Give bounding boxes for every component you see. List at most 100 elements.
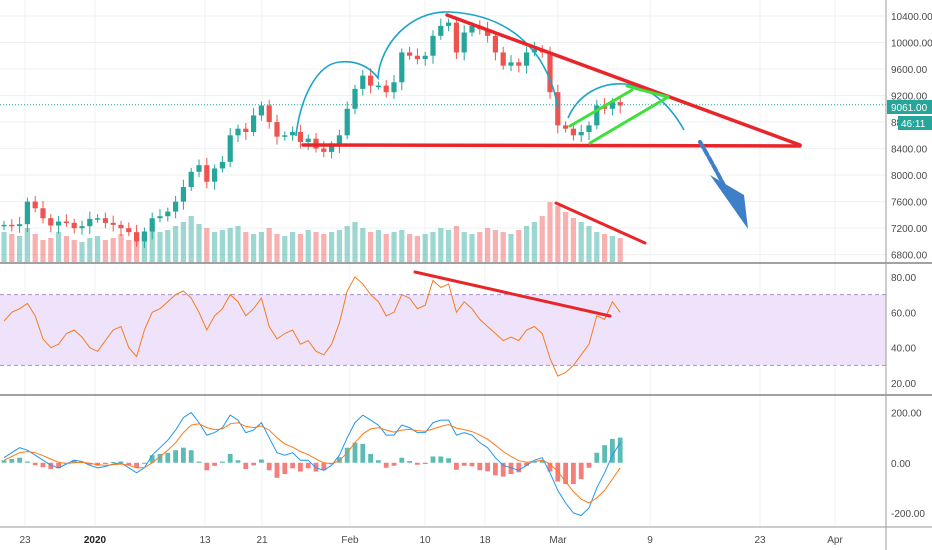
volume-bar (594, 232, 600, 262)
volume-bar (438, 228, 444, 262)
volume-bar (555, 206, 561, 262)
volume-bar (141, 236, 147, 262)
volume-bar (461, 232, 467, 262)
macd-tick-label: -200.00 (891, 509, 925, 520)
histogram-bar (32, 462, 38, 466)
histogram-bar (602, 445, 607, 463)
candle-body (87, 218, 93, 227)
volume-bar (180, 222, 186, 262)
time-axis[interactable]: 23 2020 13 21 Feb 10 18 Mar 9 23 Apr (19, 535, 843, 546)
volume-bar (1, 232, 7, 262)
price-tick-label: 6800.00 (891, 251, 928, 262)
candle-body (157, 216, 163, 219)
histogram-bar (212, 462, 217, 466)
candle-body (32, 201, 38, 209)
histogram-bar (360, 443, 366, 463)
histogram-bar (227, 453, 233, 463)
candle-body (126, 228, 132, 233)
volume-bar (508, 234, 514, 262)
volume-bar (95, 236, 101, 262)
volume-bar (602, 234, 608, 262)
candle-body (227, 135, 233, 162)
resistance-trendline (445, 13, 802, 147)
candle-body (297, 132, 303, 142)
volume-bar (134, 238, 140, 262)
candle-body (219, 161, 225, 169)
candle-body (243, 128, 249, 132)
time-tick-label: Apr (827, 535, 843, 546)
histogram-bar (586, 462, 592, 468)
candle-body (204, 165, 210, 182)
histogram-bar (508, 462, 514, 475)
histogram-bar (235, 460, 241, 463)
histogram-bar (407, 460, 412, 463)
candle-body (102, 218, 108, 223)
histogram-bar (118, 461, 124, 463)
volume-bar (227, 228, 233, 262)
histogram-bar (368, 453, 373, 463)
histogram-bar (220, 461, 225, 463)
candle-body (399, 52, 405, 83)
candle-body (274, 122, 280, 137)
volume-bar (391, 232, 397, 262)
candle-body (609, 102, 615, 109)
forecast-arrow-head-body (710, 175, 748, 229)
histogram-bar (422, 462, 428, 465)
channel-lower (588, 95, 670, 145)
histogram-bar (56, 462, 61, 469)
candle-body (9, 224, 15, 227)
volume-bar (9, 234, 15, 262)
candle-body (336, 135, 342, 146)
histogram-bar (157, 453, 163, 463)
signal-line (3, 422, 621, 504)
candle-body (407, 52, 413, 56)
histogram-bar (578, 462, 584, 480)
histogram-bar (539, 460, 545, 463)
volume-bar (63, 236, 69, 262)
histogram-bar (142, 462, 147, 464)
histogram-bar (40, 462, 46, 468)
histogram-bar (610, 438, 615, 463)
volume-bar (329, 232, 335, 262)
price-tick-label: 7600.00 (891, 198, 928, 209)
histogram-bar (344, 447, 350, 463)
volume-bar (24, 228, 30, 262)
histogram-bar (282, 462, 288, 475)
trend-drawings (295, 11, 802, 245)
countdown-label: 46:11 (901, 119, 926, 130)
macd-line (3, 411, 621, 517)
volume-bar (219, 230, 225, 262)
volume-bar (79, 242, 85, 262)
volume-bar (524, 226, 530, 262)
volume-bar (126, 240, 132, 262)
histogram-bar (274, 462, 280, 478)
price-tick-label: 7200.00 (891, 224, 928, 235)
rsi-tick-label: 20.00 (891, 379, 916, 390)
volume-bar (469, 234, 475, 262)
histogram-bar (134, 462, 139, 468)
volume-bar (586, 226, 592, 262)
candle-body (492, 35, 498, 53)
volume-bar (149, 228, 155, 262)
time-tick-label: Feb (341, 535, 359, 546)
volume-bar (352, 222, 358, 262)
volume-bar (399, 230, 405, 262)
volume-bar (56, 232, 62, 262)
volume-bar (297, 234, 303, 262)
candle-body (165, 211, 171, 217)
histogram-bar (25, 461, 30, 463)
candle-body (563, 125, 569, 129)
candle-body (578, 132, 584, 136)
candle-body (56, 221, 62, 226)
histogram-bar (243, 462, 249, 470)
histogram-bar (594, 452, 600, 463)
last-price-badge (887, 100, 932, 114)
candle-body (196, 165, 202, 172)
price-tick-label: 8000.00 (891, 171, 928, 182)
candle-body (329, 145, 335, 152)
histogram-bar (290, 462, 295, 469)
price-tick-label: 9200.00 (891, 92, 928, 103)
candle-body (586, 125, 592, 132)
price-axis[interactable]: 10400.0010000.009600.009200.008800.00840… (891, 12, 932, 520)
